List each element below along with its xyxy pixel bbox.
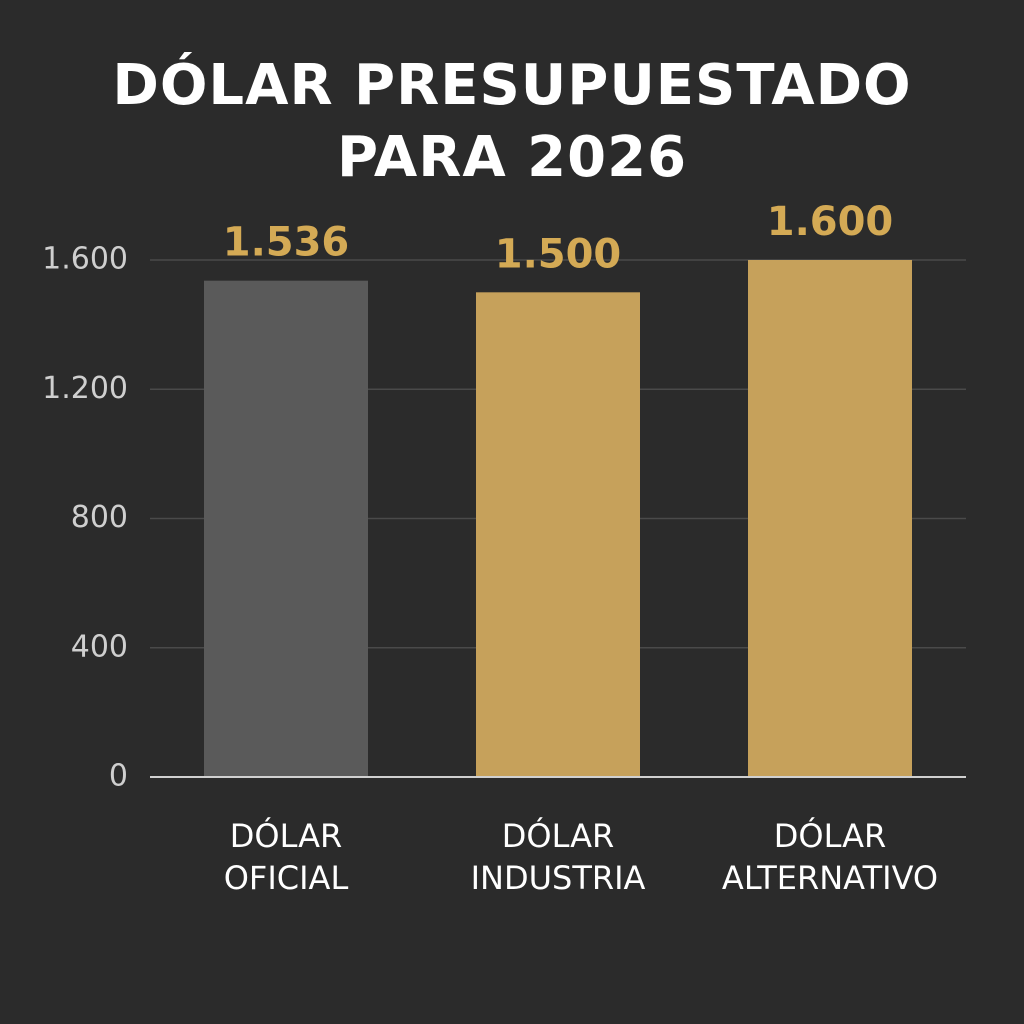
x-tick-label: DÓLAR ALTERNATIVO xyxy=(721,817,939,897)
y-tick-label: 1.600 xyxy=(42,242,128,277)
bar xyxy=(476,292,640,777)
value-label: 1.500 xyxy=(495,231,622,277)
bar xyxy=(748,260,912,777)
y-tick-label: 800 xyxy=(71,500,128,535)
x-tick-label: DÓLAR OFICIAL xyxy=(223,817,349,897)
value-label: 1.536 xyxy=(223,220,350,266)
chart-title: DÓLAR PRESUPUESTADO PARA 2026 xyxy=(112,53,912,190)
y-tick-label: 1.200 xyxy=(42,371,128,406)
y-tick-label: 0 xyxy=(109,759,128,794)
value-label: 1.600 xyxy=(767,199,894,245)
y-tick-label: 400 xyxy=(71,629,128,664)
x-tick-label: DÓLAR INDUSTRIA xyxy=(470,817,646,897)
bar xyxy=(204,280,368,777)
